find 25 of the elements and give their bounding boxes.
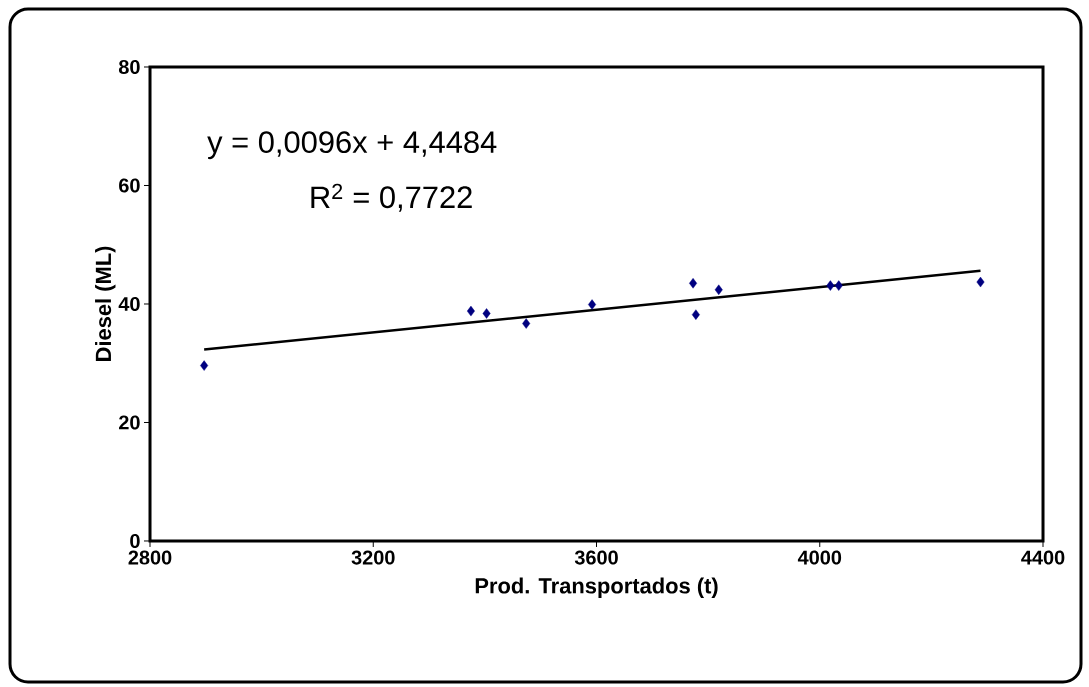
x-tick-label: 3200: [351, 550, 395, 565]
annotation: R$^{2}$ = 0,7722: [311, 183, 472, 212]
y-axis-title: Diesel (ML): [95, 246, 116, 361]
point: [522, 318, 531, 329]
y-tick-label: 80: [118, 59, 140, 75]
annotation: y = 0,0096x + 4,4484: [207, 131, 497, 160]
point: [689, 278, 698, 289]
point: [691, 309, 700, 320]
point: [482, 308, 491, 319]
y-tick-label: 20: [119, 415, 140, 430]
point: [976, 276, 985, 288]
point: [466, 305, 475, 317]
y-tick-label: 60: [119, 178, 140, 193]
x-axis-title: Prod. Transportados (t): [475, 577, 718, 598]
point: [714, 284, 723, 295]
x-tick-label: 4400: [1021, 550, 1065, 565]
y-tick-label: 40: [118, 296, 140, 312]
x-tick-label: 3600: [574, 550, 618, 565]
y-tick-label: 0: [130, 533, 140, 549]
point: [588, 299, 596, 310]
point: [200, 360, 209, 371]
point: [834, 280, 843, 291]
x-tick-label: 2800: [128, 550, 172, 565]
point: [826, 280, 835, 291]
x-tick-label: 4000: [797, 550, 842, 565]
